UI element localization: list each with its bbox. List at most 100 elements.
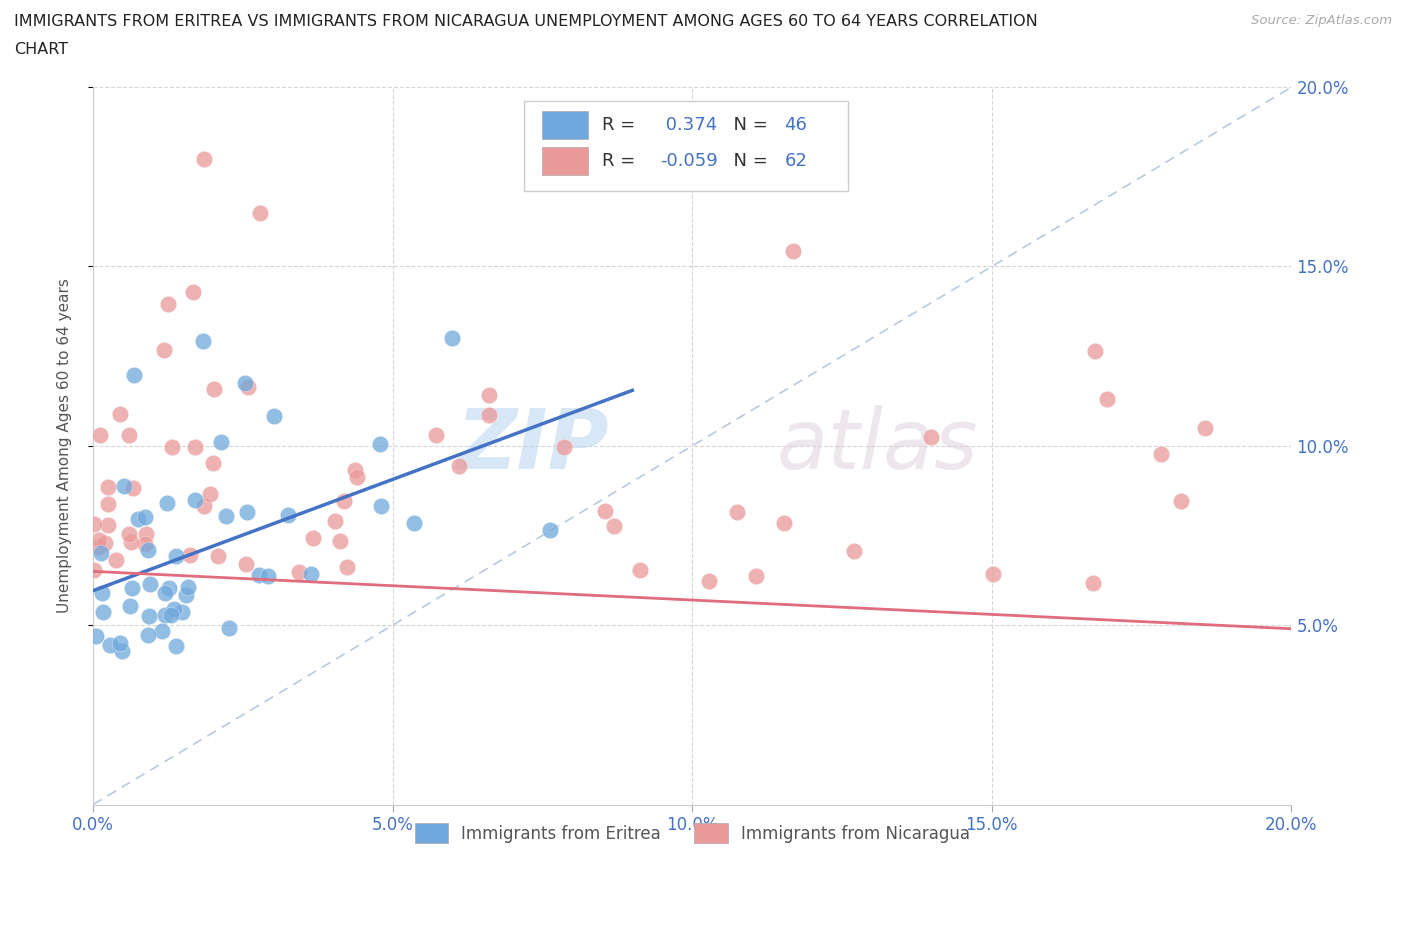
Point xyxy=(343,463,366,478)
Point xyxy=(138,608,160,623)
Text: R =: R = xyxy=(602,152,641,170)
Point xyxy=(842,543,865,558)
Point xyxy=(170,604,193,619)
Point xyxy=(97,479,120,494)
Point xyxy=(135,526,157,541)
Point xyxy=(90,545,112,560)
Point xyxy=(165,639,187,654)
Point xyxy=(538,523,561,538)
Point xyxy=(121,580,143,595)
Point xyxy=(218,620,240,635)
Point xyxy=(139,577,162,591)
Point xyxy=(1095,392,1118,406)
Point xyxy=(425,427,447,442)
Point xyxy=(478,407,501,422)
Point xyxy=(157,580,180,595)
Point xyxy=(97,497,120,512)
Point xyxy=(98,638,121,653)
Point xyxy=(120,535,142,550)
FancyBboxPatch shape xyxy=(543,147,588,176)
Point xyxy=(181,285,204,299)
Point xyxy=(118,526,141,541)
Text: -0.059: -0.059 xyxy=(659,152,717,170)
Text: R =: R = xyxy=(602,116,641,134)
Point xyxy=(782,244,804,259)
Point xyxy=(370,498,392,513)
Point xyxy=(1194,420,1216,435)
Point xyxy=(165,549,187,564)
Text: IMMIGRANTS FROM ERITREA VS IMMIGRANTS FROM NICARAGUA UNEMPLOYMENT AMONG AGES 60 : IMMIGRANTS FROM ERITREA VS IMMIGRANTS FR… xyxy=(14,14,1038,29)
Point xyxy=(983,566,1005,581)
Point xyxy=(697,574,720,589)
Text: N =: N = xyxy=(723,152,773,170)
Point xyxy=(478,387,501,402)
Text: 0.374: 0.374 xyxy=(659,116,717,134)
Point xyxy=(257,569,280,584)
Point xyxy=(179,548,201,563)
Point xyxy=(177,579,200,594)
Point xyxy=(112,479,135,494)
Point xyxy=(249,206,271,220)
Point xyxy=(138,543,160,558)
Point xyxy=(111,644,134,658)
Point xyxy=(333,493,356,508)
Point xyxy=(323,513,346,528)
Point xyxy=(1149,446,1171,461)
Point xyxy=(346,470,368,485)
Point xyxy=(920,430,942,445)
Point xyxy=(233,376,256,391)
Point xyxy=(603,518,626,533)
Point xyxy=(441,331,464,346)
Point xyxy=(89,428,111,443)
Point xyxy=(91,604,114,619)
FancyBboxPatch shape xyxy=(543,111,588,140)
Point xyxy=(184,493,207,508)
Point xyxy=(94,536,117,551)
Point xyxy=(91,586,114,601)
Point xyxy=(1081,576,1104,591)
Point xyxy=(236,505,259,520)
Point xyxy=(772,515,794,530)
Point xyxy=(402,515,425,530)
Point xyxy=(162,440,184,455)
Point xyxy=(153,342,176,357)
Point xyxy=(105,552,128,567)
Point xyxy=(163,602,186,617)
Text: Source: ZipAtlas.com: Source: ZipAtlas.com xyxy=(1251,14,1392,27)
Point xyxy=(122,481,145,496)
Text: 62: 62 xyxy=(785,152,807,170)
Point xyxy=(302,530,325,545)
Text: CHART: CHART xyxy=(14,42,67,57)
Point xyxy=(193,498,215,513)
Point xyxy=(299,566,322,581)
FancyBboxPatch shape xyxy=(524,101,848,192)
Point xyxy=(191,333,214,348)
Point xyxy=(134,537,156,551)
Y-axis label: Unemployment Among Ages 60 to 64 years: Unemployment Among Ages 60 to 64 years xyxy=(58,278,72,613)
Point xyxy=(214,509,236,524)
Point xyxy=(89,532,111,547)
Point xyxy=(87,539,110,554)
Point xyxy=(97,517,120,532)
Point xyxy=(153,607,176,622)
Point xyxy=(628,563,651,578)
Point xyxy=(447,458,470,473)
Text: ZIP: ZIP xyxy=(456,405,609,486)
Point xyxy=(127,512,149,526)
Point xyxy=(236,379,259,394)
Point xyxy=(207,549,229,564)
Text: N =: N = xyxy=(723,116,773,134)
Point xyxy=(120,599,142,614)
Point xyxy=(209,435,232,450)
Point xyxy=(184,440,207,455)
Point xyxy=(263,408,285,423)
Point xyxy=(159,607,181,622)
Point xyxy=(84,629,107,644)
Point xyxy=(744,568,766,583)
Point xyxy=(329,534,352,549)
Point xyxy=(110,406,132,421)
Point xyxy=(157,297,180,312)
Point xyxy=(156,496,179,511)
Point xyxy=(150,623,173,638)
Point xyxy=(1084,344,1107,359)
